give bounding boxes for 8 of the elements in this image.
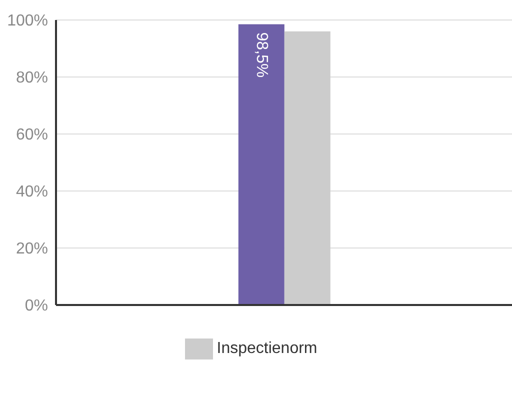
y-tick-label: 0% <box>24 298 48 315</box>
data-label: 98,5% <box>252 32 270 78</box>
y-tick-label: 80% <box>16 70 48 87</box>
legend-label: Inspectienorm <box>216 340 318 358</box>
y-tick-label: 40% <box>16 184 48 201</box>
y-tick-label: 100% <box>7 12 48 30</box>
y-tick-label: 20% <box>16 240 48 258</box>
y-tick-label: 60% <box>16 126 48 144</box>
